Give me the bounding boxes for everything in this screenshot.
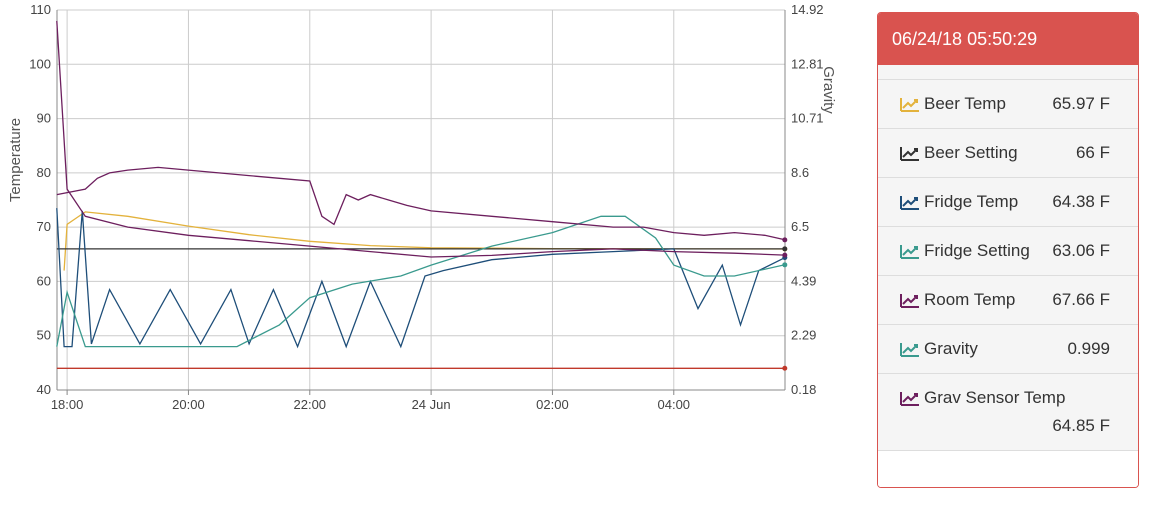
legend-label: Fridge Temp <box>924 192 1019 211</box>
series-line-room-temp <box>56 166 785 241</box>
trend-line-icon <box>900 196 919 210</box>
series-line-grav-sensor-temp <box>56 20 785 258</box>
trend-line-icon <box>900 392 919 406</box>
legend-value: 67.66 F <box>1052 290 1110 309</box>
x-tick-label: 20:00 <box>172 397 205 412</box>
trend-line-icon <box>900 245 919 259</box>
legend-label: Room Temp <box>924 290 1016 309</box>
legend-item-beer-setting[interactable]: Beer Setting 66 F <box>878 129 1138 178</box>
legend-item-fridge-setting[interactable]: Fridge Setting 63.06 F <box>878 227 1138 276</box>
trend-line-icon <box>900 98 919 112</box>
y2-tick-label: 14.92 <box>791 2 824 17</box>
legend-label: Beer Temp <box>924 94 1006 113</box>
legend-value: 65.97 F <box>1052 94 1110 113</box>
y-tick-label: 110 <box>30 2 51 17</box>
y-tick-label: 100 <box>29 56 51 71</box>
legend-label: Fridge Setting <box>924 241 1030 260</box>
temperature-gravity-chart: 40 0.18 50 2.29 60 4.39 70 6.5 80 8.6 90 10.71 100 12… <box>7 2 837 412</box>
y2-axis-title: Gravity <box>820 66 837 114</box>
legend-item-fridge-temp[interactable]: Fridge Temp 64.38 F <box>878 178 1138 227</box>
legend-value: 0.999 <box>1067 339 1110 358</box>
y2-tick-label: 8.6 <box>791 165 809 180</box>
legend-panel: 06/24/18 05:50:29 Beer Temp 65.97 F Beer… <box>877 12 1139 488</box>
series-end-point <box>782 365 788 371</box>
y-tick-label: 60 <box>37 273 51 288</box>
legend-item-grav-sensor-temp[interactable]: Grav Sensor Temp 64.85 F <box>878 374 1138 451</box>
trend-line-icon <box>900 294 919 308</box>
legend-timestamp: 06/24/18 05:50:29 <box>878 13 1138 65</box>
legend-item-beer-temp[interactable]: Beer Temp 65.97 F <box>878 80 1138 129</box>
legend-item-gravity[interactable]: Gravity 0.999 <box>878 325 1138 374</box>
legend-list: Beer Temp 65.97 F Beer Setting 66 F Frid… <box>878 79 1138 487</box>
y-tick-label: 50 <box>37 328 51 343</box>
trend-line-icon <box>900 147 919 161</box>
y-tick-label: 80 <box>37 165 51 180</box>
series-end-point <box>782 252 788 258</box>
legend-value: 64.38 F <box>1052 192 1110 211</box>
y-tick-label: 40 <box>37 382 51 397</box>
legend-item-room-temp[interactable]: Room Temp 67.66 F <box>878 276 1138 325</box>
y2-tick-label: 10.71 <box>791 111 824 126</box>
y2-tick-label: 2.29 <box>791 328 816 343</box>
legend-label: Gravity <box>924 339 978 358</box>
chart-area: 40 0.18 50 2.29 60 4.39 70 6.5 80 8.6 90 10.71 100 12… <box>7 2 837 412</box>
legend-footer <box>878 451 1138 487</box>
y-tick-label: 90 <box>37 111 51 126</box>
series-end-point <box>782 246 788 252</box>
y-tick-label: 70 <box>37 219 51 234</box>
legend-label: Beer Setting <box>924 143 1018 162</box>
y-axis-title: Temperature <box>7 118 24 202</box>
series-end-point <box>782 237 788 243</box>
series-line-fridge-temp <box>56 215 785 348</box>
trend-line-icon <box>900 343 919 357</box>
x-tick-label: 24 Jun <box>412 397 451 412</box>
x-tick-label: 04:00 <box>658 397 691 412</box>
y2-tick-label: 0.18 <box>791 382 816 397</box>
y2-tick-label: 12.81 <box>791 56 824 71</box>
x-tick-label: 18:00 <box>51 397 84 412</box>
legend-value: 64.85 F <box>1052 416 1110 435</box>
series-line-beer-temp <box>63 211 785 271</box>
series-end-point <box>782 262 788 268</box>
y2-tick-label: 6.5 <box>791 219 809 234</box>
legend-value: 63.06 F <box>1052 241 1110 260</box>
series-line-fridge-setting <box>56 208 786 349</box>
x-tick-label: 02:00 <box>536 397 569 412</box>
y2-tick-label: 4.39 <box>791 273 816 288</box>
legend-label: Grav Sensor Temp <box>924 388 1066 407</box>
x-tick-label: 22:00 <box>294 397 327 412</box>
legend-value: 66 F <box>1075 143 1110 162</box>
